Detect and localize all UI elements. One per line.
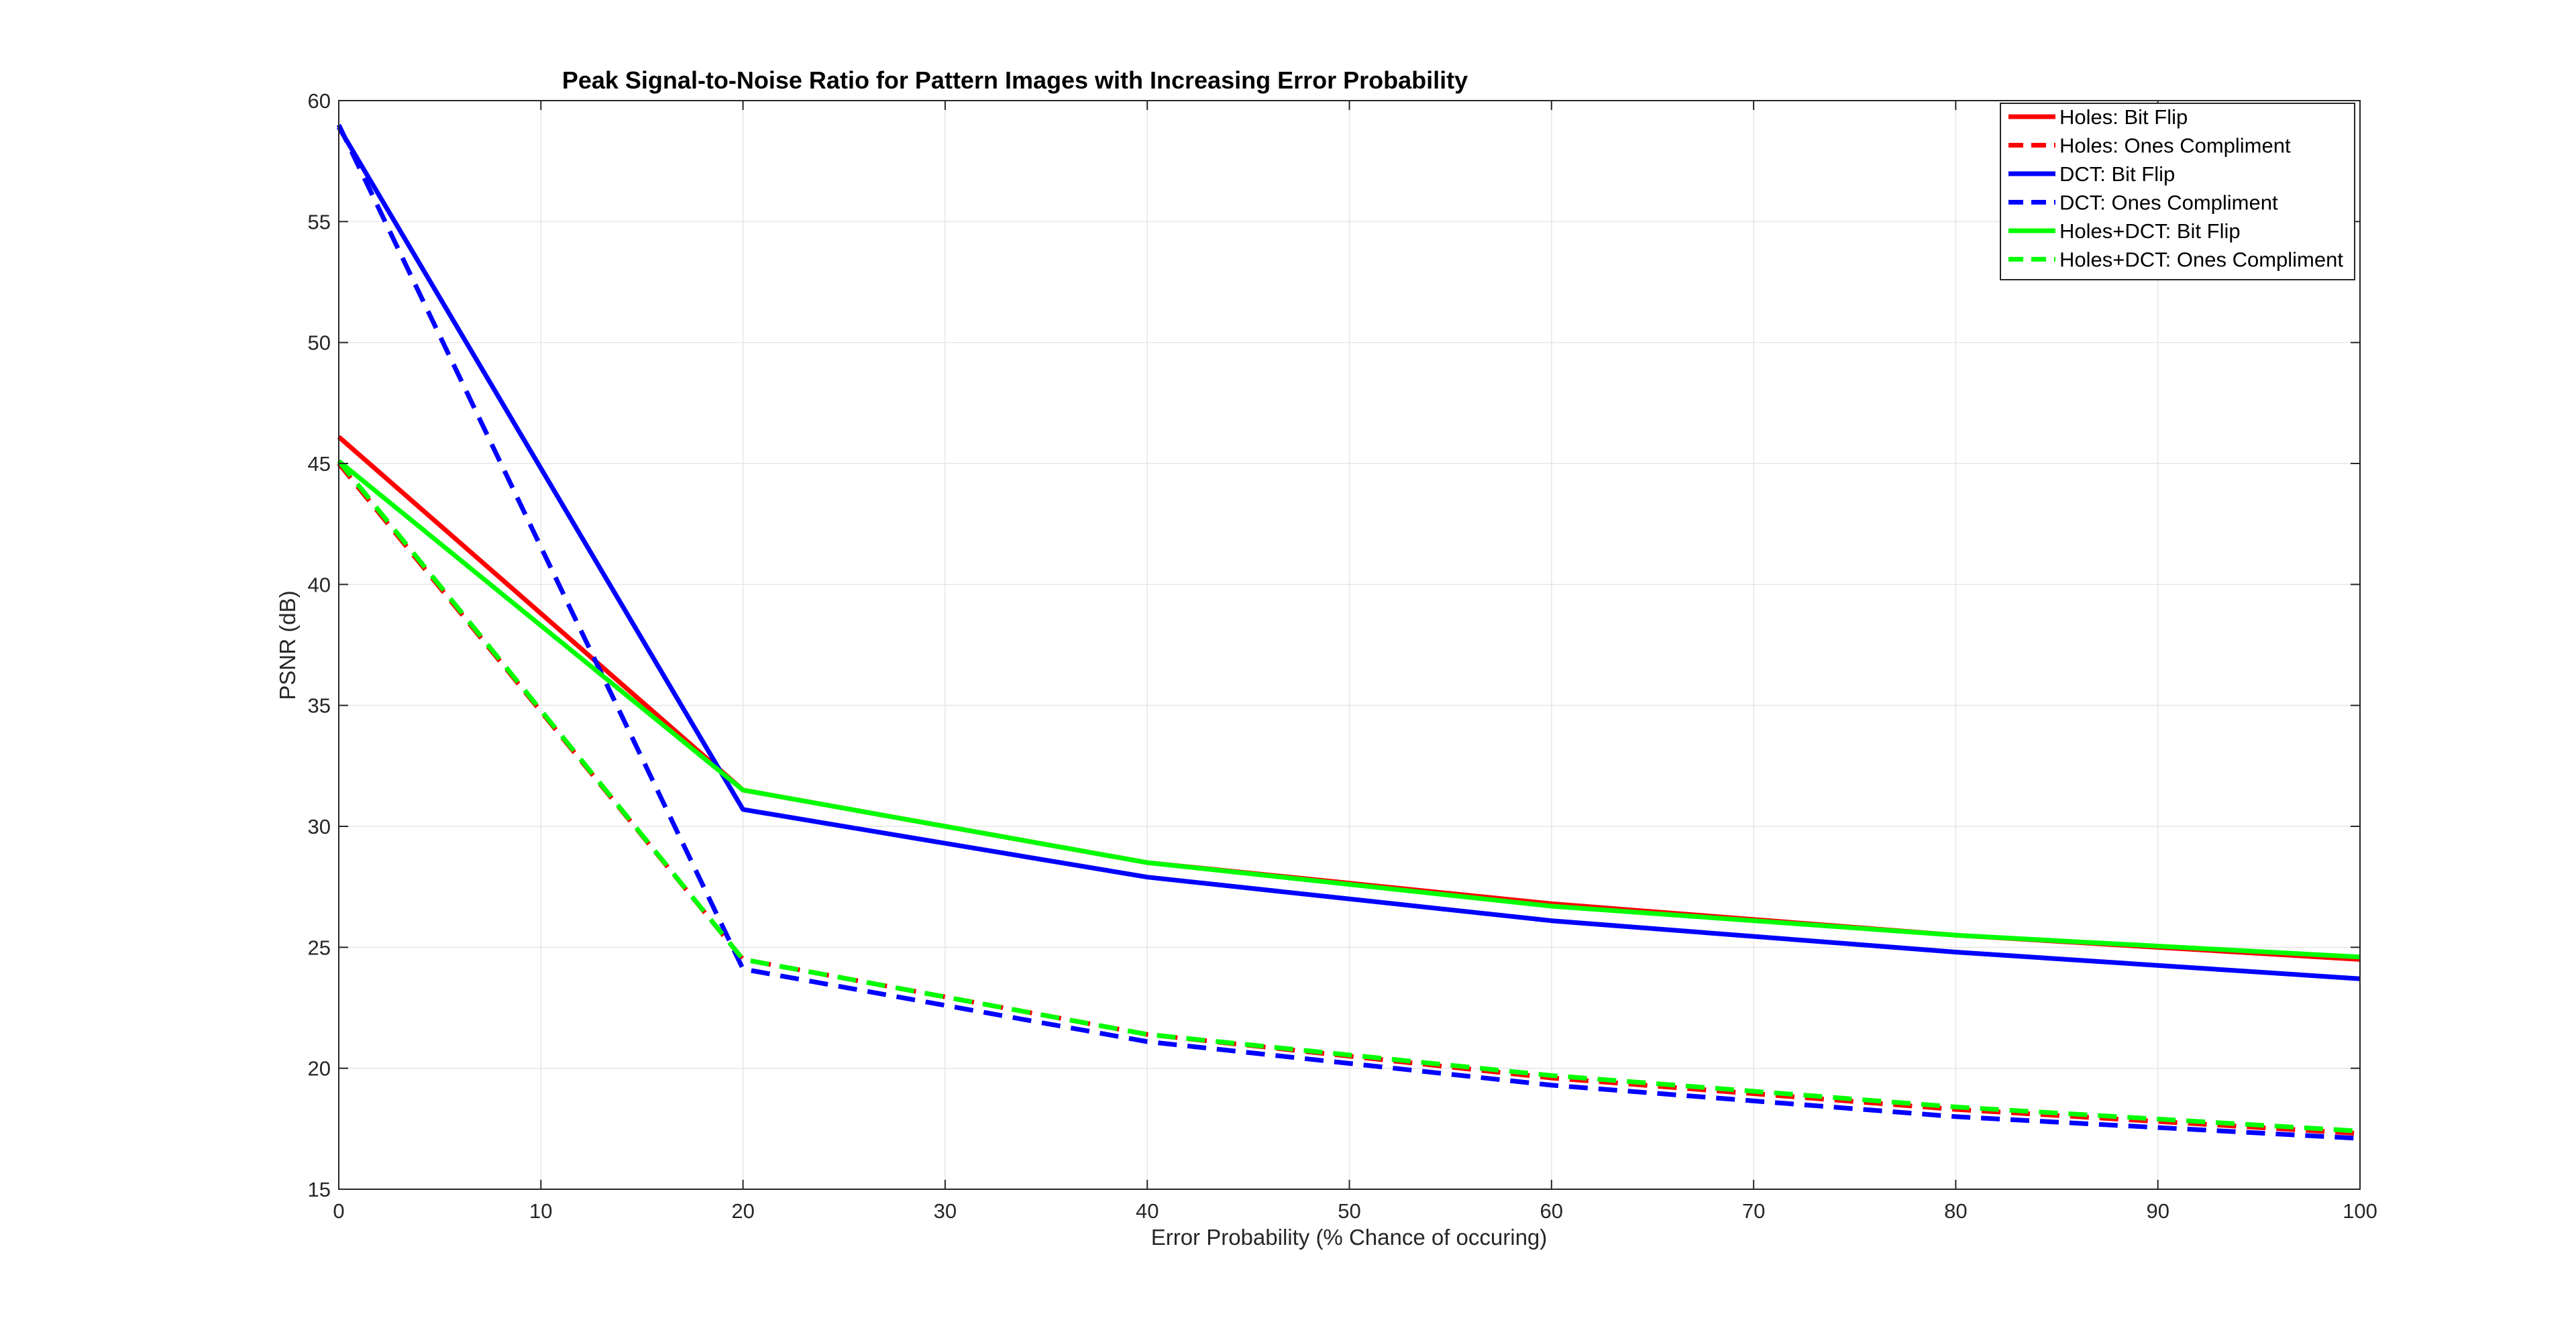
x-tick-label: 20 [731, 1199, 754, 1223]
series-line-3 [336, 125, 2361, 981]
series-lines [336, 123, 2361, 1141]
x-tick-label: 80 [1944, 1199, 1967, 1223]
y-tick-label: 40 [308, 573, 331, 596]
legend: Holes: Bit Flip Holes: Ones Compliment DCT… [2000, 103, 2355, 280]
y-tick-label: 15 [308, 1178, 331, 1201]
axis-ticks: 0 10 20 30 40 50 60 70 80 90 100 15 20 25 30 35 40 45 50 55… [308, 89, 2377, 1223]
y-tick-label: 50 [308, 331, 331, 355]
x-tick-label: 10 [529, 1199, 552, 1223]
x-axis-label: Error Probability (% Chance of occuring) [1151, 1225, 1548, 1250]
x-tick-label: 50 [1338, 1199, 1360, 1223]
y-tick-label: 55 [308, 210, 331, 233]
legend-box [2000, 103, 2355, 280]
legend-label: Holes: Ones Compliment [2059, 134, 2291, 158]
legend-label: DCT: Bit Flip [2059, 162, 2175, 186]
y-tick-label: 25 [308, 936, 331, 959]
x-tick-label: 60 [1540, 1199, 1563, 1223]
legend-label: Holes: Bit Flip [2059, 105, 2188, 129]
chart-title: Peak Signal-to-Noise Ratio for Pattern I… [562, 66, 1468, 94]
legend-label: DCT: Ones Compliment [2059, 191, 2278, 215]
series-line-6 [337, 459, 2361, 1134]
y-tick-label: 20 [308, 1057, 331, 1081]
legend-label: Holes+DCT: Ones Compliment [2059, 248, 2343, 272]
x-tick-label: 0 [333, 1199, 344, 1223]
legend-label: Holes+DCT: Bit Flip [2059, 219, 2241, 243]
x-tick-label: 40 [1136, 1199, 1159, 1223]
y-axis-label: PSNR (dB) [275, 590, 300, 700]
series-line-5 [337, 459, 2361, 960]
x-tick-label: 70 [1742, 1199, 1765, 1223]
y-tick-label: 35 [308, 694, 331, 718]
x-tick-label: 30 [934, 1199, 957, 1223]
y-tick-label: 30 [308, 815, 331, 838]
y-tick-label: 60 [308, 89, 331, 113]
x-tick-label: 100 [2343, 1199, 2377, 1223]
series-line-4 [336, 123, 2361, 1141]
x-tick-label: 90 [2146, 1199, 2169, 1223]
y-tick-label: 45 [308, 452, 331, 476]
